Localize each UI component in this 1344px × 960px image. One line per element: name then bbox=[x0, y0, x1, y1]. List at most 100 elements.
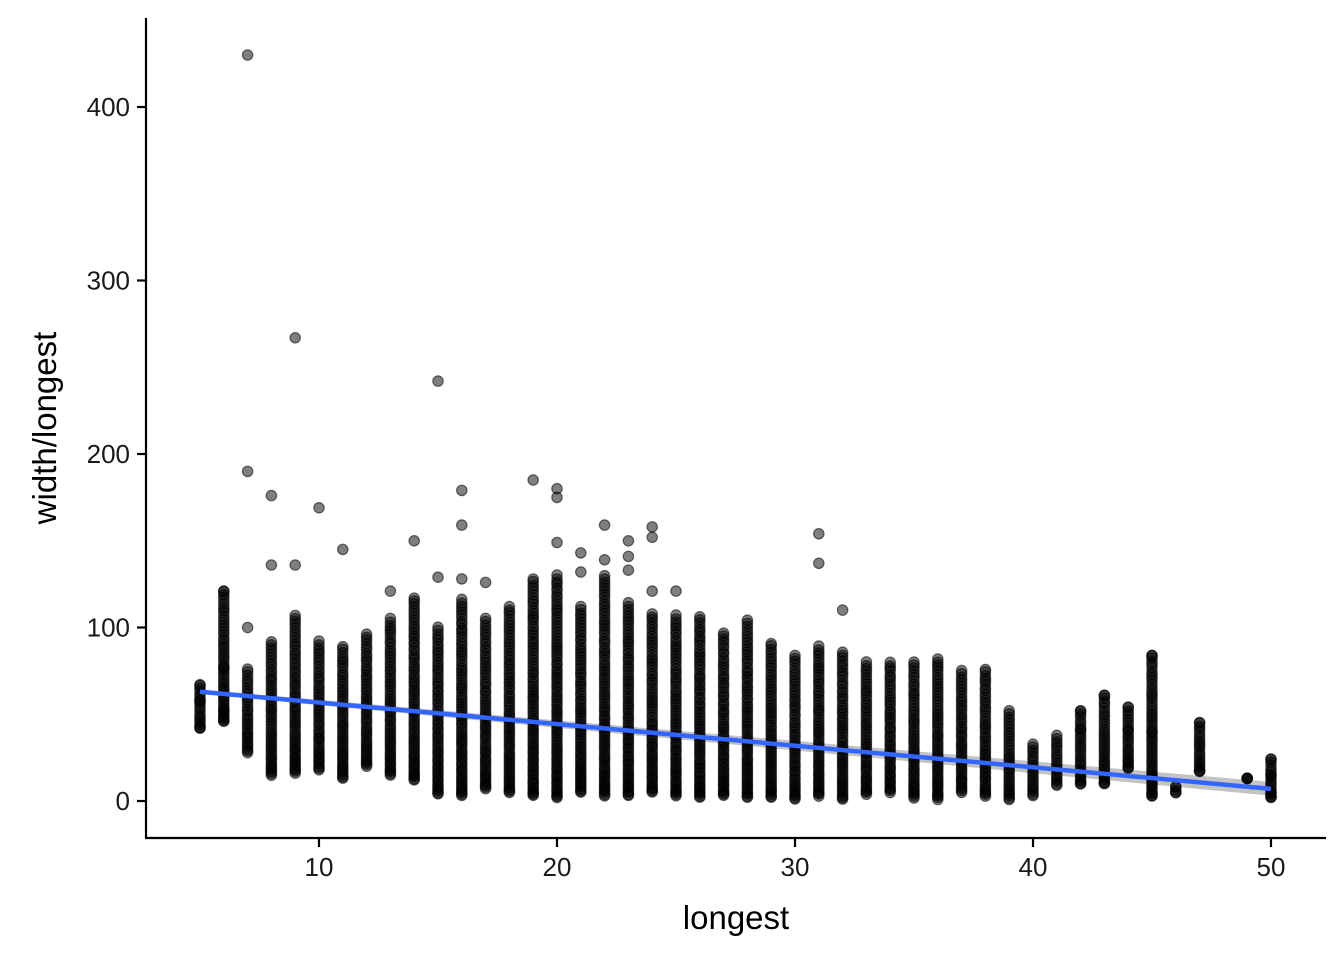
y-tick-label: 300 bbox=[87, 266, 130, 296]
data-point bbox=[836, 646, 849, 658]
data-point bbox=[241, 663, 254, 675]
axes-layer bbox=[144, 18, 1326, 840]
data-point bbox=[265, 635, 278, 648]
data-point bbox=[527, 474, 539, 486]
data-point bbox=[241, 49, 254, 61]
data-point bbox=[241, 621, 254, 634]
data-point bbox=[336, 543, 349, 556]
y-tick-label: 200 bbox=[87, 439, 130, 469]
data-point bbox=[836, 604, 849, 616]
data-point bbox=[955, 664, 968, 677]
data-point bbox=[860, 656, 873, 668]
data-point bbox=[598, 553, 611, 566]
data-point bbox=[551, 536, 563, 549]
x-tick-label: 40 bbox=[1019, 852, 1048, 882]
data-point bbox=[265, 489, 278, 502]
data-point bbox=[384, 585, 397, 597]
data-point bbox=[1265, 791, 1277, 804]
data-point bbox=[1051, 729, 1063, 742]
data-point bbox=[1074, 704, 1087, 717]
data-point bbox=[194, 694, 206, 707]
y-tick-label: 100 bbox=[87, 613, 130, 643]
ticks-layer: 10 20 30 40 50 0 100 200 300 400 bbox=[87, 92, 1286, 882]
data-point bbox=[812, 527, 825, 540]
data-point bbox=[313, 501, 325, 514]
data-point bbox=[979, 663, 992, 676]
data-point bbox=[1241, 772, 1253, 785]
data-point bbox=[1122, 762, 1134, 774]
x-tick-label: 10 bbox=[305, 852, 334, 882]
data-point bbox=[551, 491, 563, 504]
x-axis-title: longest bbox=[683, 899, 789, 936]
data-point bbox=[1122, 724, 1134, 736]
data-point bbox=[455, 593, 468, 606]
data-point bbox=[598, 519, 611, 531]
data-point bbox=[241, 465, 254, 478]
y-tick-label: 400 bbox=[87, 92, 130, 122]
data-point bbox=[503, 600, 516, 613]
data-point bbox=[313, 635, 325, 647]
data-point bbox=[670, 585, 682, 597]
data-point bbox=[1122, 701, 1134, 714]
data-point bbox=[551, 569, 563, 581]
data-point bbox=[646, 521, 658, 533]
data-point bbox=[1193, 717, 1206, 729]
x-tick-label: 20 bbox=[543, 852, 572, 882]
data-point bbox=[218, 585, 230, 597]
data-point bbox=[1074, 724, 1087, 736]
data-point bbox=[1265, 769, 1277, 781]
data-point bbox=[289, 559, 301, 571]
data-point bbox=[1098, 777, 1111, 790]
data-point bbox=[884, 656, 896, 669]
data-point bbox=[646, 608, 658, 620]
data-point bbox=[789, 649, 801, 662]
data-point bbox=[1074, 777, 1087, 790]
data-point bbox=[432, 571, 444, 583]
y-tick-label: 0 bbox=[116, 786, 130, 816]
x-tick-label: 50 bbox=[1257, 852, 1286, 882]
y-axis-title: width/longest bbox=[26, 332, 63, 526]
data-points-layer bbox=[194, 49, 1277, 806]
data-point bbox=[622, 534, 635, 547]
data-point bbox=[812, 640, 825, 652]
data-point bbox=[455, 519, 468, 531]
data-point bbox=[574, 547, 587, 559]
data-point bbox=[455, 484, 468, 497]
data-point bbox=[479, 576, 492, 589]
x-tick-label: 30 bbox=[781, 852, 810, 882]
data-point bbox=[1027, 738, 1039, 750]
data-point bbox=[194, 722, 206, 734]
data-point bbox=[1146, 649, 1158, 662]
data-point bbox=[479, 612, 492, 625]
data-point bbox=[574, 566, 587, 578]
data-point bbox=[218, 704, 230, 717]
data-point bbox=[574, 600, 587, 613]
data-point bbox=[622, 564, 635, 576]
data-point bbox=[218, 661, 230, 674]
data-point bbox=[289, 331, 301, 344]
data-point bbox=[1193, 765, 1206, 778]
data-point bbox=[693, 610, 706, 623]
data-point bbox=[1098, 689, 1111, 701]
data-point bbox=[622, 596, 635, 609]
data-point bbox=[194, 678, 206, 691]
data-point bbox=[360, 628, 373, 640]
data-point bbox=[455, 573, 468, 585]
data-point bbox=[336, 640, 349, 653]
data-point bbox=[598, 569, 611, 582]
trend-line-layer bbox=[199, 689, 1272, 792]
data-point bbox=[408, 592, 420, 604]
data-point bbox=[646, 585, 658, 597]
data-point bbox=[1003, 704, 1015, 717]
data-point bbox=[218, 715, 230, 727]
data-point bbox=[717, 627, 730, 639]
data-point bbox=[527, 573, 539, 585]
data-point bbox=[1146, 789, 1158, 802]
data-point bbox=[1265, 753, 1277, 766]
data-point bbox=[432, 621, 444, 633]
data-point bbox=[908, 656, 920, 668]
data-point bbox=[765, 637, 777, 650]
data-point bbox=[741, 614, 754, 626]
data-point bbox=[670, 609, 682, 621]
trend-line bbox=[199, 689, 1272, 792]
